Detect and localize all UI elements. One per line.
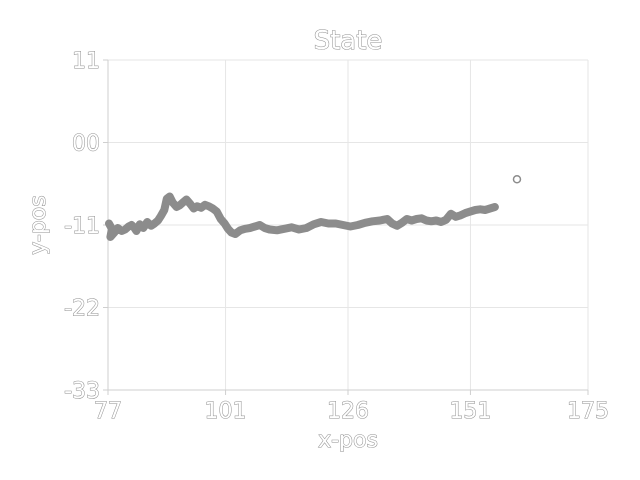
y-tick-label: -11	[64, 214, 100, 239]
y-tick-label: 00	[72, 132, 100, 157]
x-tick-label: 101	[205, 399, 247, 424]
x-tick-label: 151	[449, 399, 491, 424]
plot-area	[105, 175, 522, 241]
tick-labels: 77 101 126 151 175 11 00 -11 -22 -33	[64, 49, 610, 425]
y-axis-label: y-pos	[26, 195, 51, 254]
y-tick-label: -33	[64, 379, 100, 404]
x-tick-label: 77	[94, 399, 122, 424]
y-tick-label: 11	[72, 49, 100, 74]
x-tick-label: 175	[567, 399, 609, 424]
x-tick-label: 126	[327, 399, 369, 424]
state-marker	[512, 175, 522, 184]
x-axis-label: x-pos	[318, 428, 378, 453]
chart-title: State	[314, 26, 383, 56]
trajectory-line	[105, 192, 499, 241]
y-tick-label: -22	[64, 297, 100, 322]
